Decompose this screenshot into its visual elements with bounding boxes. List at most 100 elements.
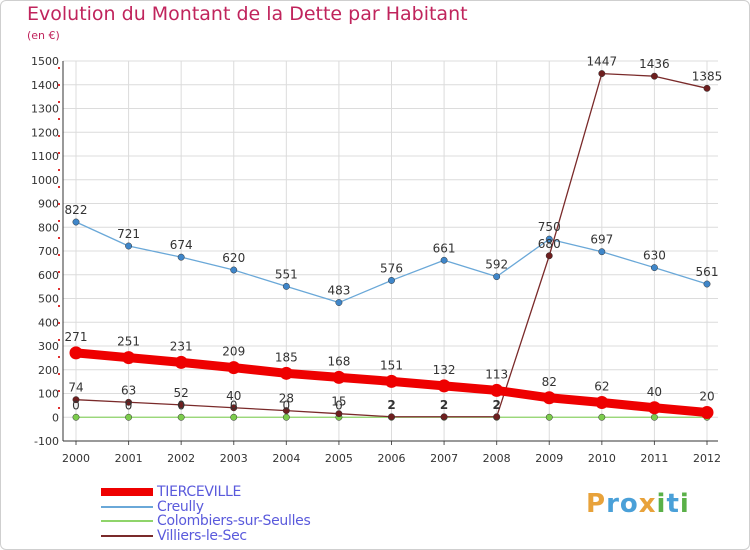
data-label: 74 — [68, 381, 83, 395]
data-label: 0 — [283, 398, 291, 412]
y-tick-label: 200 — [38, 364, 59, 377]
x-tick-label: 2011 — [640, 452, 668, 465]
data-label: 0 — [72, 398, 80, 412]
data-label: 82 — [542, 375, 557, 389]
y-tick-label: 300 — [38, 340, 59, 353]
y-tick-label: 900 — [38, 198, 59, 211]
data-point — [177, 253, 185, 261]
data-point — [282, 282, 290, 290]
data-label: 28 — [279, 392, 294, 406]
data-point — [437, 379, 451, 393]
data-point — [282, 407, 290, 415]
data-label: 721 — [117, 227, 140, 241]
data-label: 63 — [121, 383, 136, 397]
data-label: 40 — [647, 385, 662, 399]
data-point — [598, 70, 606, 78]
x-tick-label: 2001 — [115, 452, 143, 465]
data-point — [650, 413, 658, 421]
data-point — [542, 391, 556, 405]
data-point — [69, 346, 83, 360]
y-tick-label: 1300 — [31, 103, 59, 116]
data-point — [700, 406, 714, 419]
data-point — [125, 413, 133, 421]
data-label: 52 — [174, 386, 189, 400]
legend-item: Colombiers-sur-Seulles — [101, 514, 311, 529]
legend-swatch-tierceville — [101, 488, 153, 497]
data-label: 822 — [65, 203, 88, 217]
legend: TIERCEVILLE Creully Colombiers-sur-Seull… — [101, 485, 311, 544]
data-label: 680 — [538, 237, 561, 251]
data-point — [125, 242, 133, 250]
data-label: 592 — [485, 258, 508, 272]
data-point — [545, 235, 553, 243]
data-point — [703, 84, 711, 92]
legend-label-villiers: Villiers-le-Sec — [157, 527, 247, 544]
y-tick-label: 800 — [38, 221, 59, 234]
data-label: 0 — [177, 398, 185, 412]
data-label: 674 — [170, 238, 193, 252]
data-label: 661 — [433, 241, 456, 255]
y-tick-label: 700 — [38, 245, 59, 258]
y-tick-label: 500 — [38, 293, 59, 306]
data-label: 561 — [696, 265, 719, 279]
legend-swatch-colombiers — [101, 520, 153, 523]
data-label: 209 — [222, 345, 245, 359]
data-point — [385, 374, 398, 388]
legend-label-tierceville: TIERCEVILLE — [157, 484, 242, 500]
proxiti-logo: Proxiti — [586, 489, 690, 519]
data-label: 697 — [590, 233, 613, 247]
data-point — [72, 218, 80, 226]
data-label: 231 — [170, 339, 193, 353]
data-point — [125, 398, 133, 406]
data-point — [177, 413, 185, 421]
legend-item: Villiers-le-Sec — [101, 527, 310, 544]
data-point — [598, 248, 606, 256]
data-label: 0 — [230, 398, 238, 412]
data-point — [545, 252, 553, 260]
data-point — [647, 401, 661, 415]
x-tick-label: 2003 — [220, 452, 248, 465]
data-label: 151 — [380, 358, 403, 372]
data-label: 1436 — [639, 57, 670, 71]
data-label: 630 — [643, 249, 666, 263]
data-point — [598, 413, 606, 421]
logo-letter: t — [666, 489, 680, 519]
data-point — [490, 383, 504, 397]
data-point — [388, 413, 395, 421]
data-label: 251 — [117, 335, 140, 349]
data-label: 0 — [125, 398, 133, 412]
data-label: 483 — [327, 284, 350, 298]
y-tick-label: 100 — [38, 388, 59, 401]
data-label: 1385 — [692, 69, 723, 83]
data-label: 113 — [485, 367, 508, 381]
data-label: 185 — [275, 350, 298, 364]
data-point — [174, 355, 188, 369]
data-point — [72, 413, 80, 421]
y-tick-label: 1000 — [31, 174, 59, 187]
x-tick-label: 2010 — [588, 452, 616, 465]
data-point — [650, 264, 658, 272]
data-label: 2 — [440, 398, 448, 412]
y-tick-label: 0 — [52, 411, 59, 424]
y-tick-label: 600 — [38, 269, 59, 282]
data-point — [282, 413, 290, 421]
data-point — [493, 273, 501, 281]
legend-item: TIERCEVILLE — [101, 485, 310, 500]
data-point — [493, 413, 501, 421]
y-tick-label: 1100 — [31, 150, 59, 163]
data-label: 0 — [335, 398, 343, 412]
data-point — [703, 280, 711, 288]
x-tick-label: 2000 — [62, 452, 90, 465]
x-tick-label: 2009 — [535, 452, 563, 465]
data-point — [122, 351, 136, 365]
legend-swatch-villiers — [101, 534, 153, 537]
logo-letter: x — [638, 489, 657, 519]
data-point — [227, 361, 241, 375]
y-tick-label: 1200 — [31, 126, 59, 139]
data-label: 271 — [65, 330, 88, 344]
data-label: 168 — [327, 354, 350, 368]
x-tick-label: 2012 — [693, 452, 721, 465]
logo-letter: i — [656, 489, 667, 519]
legend-swatch-creully — [101, 505, 153, 508]
data-point — [279, 366, 293, 380]
